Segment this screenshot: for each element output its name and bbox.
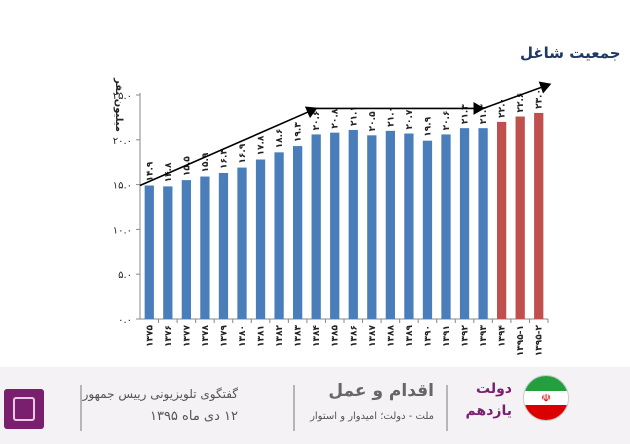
y-tick-label: ۰.۰ <box>118 315 132 326</box>
bar-value-label: ۲۲.۰ <box>498 98 508 118</box>
bar-value-label: ۱۹.۹ <box>423 116 433 136</box>
x-tick-label: ۱۳۷۹ <box>219 325 229 347</box>
x-tick-label: ۱۳۷۷ <box>182 325 192 347</box>
program-date: ۱۲ دی ماه ۱۳۹۵ <box>149 409 238 424</box>
trend-arrows <box>139 81 552 187</box>
bar-value-label: ۱۸.۶ <box>275 128 285 148</box>
x-tick-label: ۱۳۹۴ <box>498 325 508 347</box>
bar-value-label: ۲۰.۸ <box>331 108 341 128</box>
government-label-line1: دولت <box>476 381 512 397</box>
bar-value-label: ۱۵.۵ <box>182 156 192 176</box>
bar <box>348 129 358 319</box>
x-tick-label: ۱۳۹۲ <box>461 325 471 347</box>
bar <box>181 180 191 319</box>
bar-value-label: ۱۹.۳ <box>294 122 304 142</box>
bar <box>274 152 284 319</box>
presidency-logo-icon <box>4 389 44 429</box>
bar-value-label: ۲۱.۱ <box>349 106 359 126</box>
government-label-line2: یازدهم <box>465 403 512 419</box>
employment-bar-chart: جمعیت شاغل میلیون نفر ۱۴.۹۱۴.۸۱۵.۵۱۵.۹۱۶… <box>113 44 621 356</box>
y-axis-label: میلیون نفر <box>113 77 124 132</box>
slogan-title: اقدام و عمل <box>328 381 434 401</box>
bar-value-label: ۱۷.۸ <box>257 135 267 155</box>
bar-value-label: ۱۶.۹ <box>238 143 248 163</box>
bar <box>163 186 173 319</box>
x-tick-label: ۱۳۸۱ <box>257 325 267 347</box>
bar <box>478 128 488 319</box>
footer-divider <box>446 385 448 431</box>
bar-value-label: ۲۰.۶ <box>442 111 452 131</box>
bar <box>515 116 525 319</box>
bar <box>218 172 229 319</box>
bar <box>200 176 210 319</box>
bar <box>255 159 266 319</box>
bar-value-label: ۱۴.۹ <box>145 161 155 181</box>
x-tick-label: ۱۳۹۰ <box>423 325 433 347</box>
bar <box>330 132 340 319</box>
footer-bar: گفتگوی تلویزیونی رییس جمهور ۱۲ دی ماه ۱۳… <box>0 367 630 444</box>
x-tick-label: ۱۳۸۰ <box>238 325 248 347</box>
x-tick-label: ۱۳۹۵-۲ <box>535 324 545 356</box>
bars <box>144 112 544 319</box>
bar <box>367 135 377 319</box>
bar <box>293 146 303 319</box>
program-title: گفتگوی تلویزیونی رییس جمهور <box>82 387 238 401</box>
bar <box>441 134 451 319</box>
x-tick-label: ۱۳۸۶ <box>349 325 359 347</box>
y-tick-label: ۱۵.۰ <box>113 181 132 192</box>
bar <box>459 128 470 319</box>
x-tick-label: ۱۳۹۳ <box>479 325 489 347</box>
bar-value-label: ۲۰.۵ <box>368 111 378 131</box>
y-tick-label: ۲۵.۰ <box>113 91 132 102</box>
bar <box>237 167 247 319</box>
chart-title: جمعیت شاغل <box>520 44 621 62</box>
bar <box>144 185 154 319</box>
bar-value-label: ۲۳.۰ <box>535 89 545 109</box>
bar-value-label: ۲۲.۶ <box>516 93 526 113</box>
trend-arrow <box>482 81 552 110</box>
trend-arrow <box>139 106 318 187</box>
y-tick-labels: ۰.۰ ۵.۰ ۱۰.۰ ۱۵.۰ ۲۰.۰ ۲۵.۰ <box>113 91 140 326</box>
value-labels: ۱۴.۹۱۴.۸۱۵.۵۱۵.۹۱۶.۳۱۶.۹۱۷.۸۱۸.۶۱۹.۳۲۰.۶… <box>145 89 544 182</box>
footer-divider <box>80 385 82 431</box>
bar-value-label: ۱۵.۹ <box>201 152 211 172</box>
x-tick-label: ۱۳۸۸ <box>386 325 396 347</box>
bar <box>534 112 544 319</box>
y-tick-label: ۱۰.۰ <box>113 225 132 236</box>
x-tick-label: ۱۳۸۴ <box>312 325 322 347</box>
x-tick-label: ۱۳۸۲ <box>275 325 285 347</box>
bar-value-label: ۲۰.۷ <box>405 109 415 129</box>
bar <box>404 133 414 319</box>
x-tick-label: ۱۳۷۵ <box>145 325 155 347</box>
y-tick-label: ۲۰.۰ <box>113 136 132 147</box>
x-tick-label: ۱۳۷۶ <box>164 325 174 347</box>
bar <box>497 121 507 319</box>
x-tick-label: ۱۳۸۹ <box>405 325 415 347</box>
x-tick-label: ۱۳۸۵ <box>331 325 341 347</box>
x-tick-label: ۱۳۷۸ <box>201 325 211 347</box>
footer-divider <box>293 385 295 431</box>
y-tick-label: ۵.۰ <box>118 270 132 281</box>
x-tick-labels: ۱۳۷۵ ۱۳۷۶ ۱۳۷۷ ۱۳۷۸ ۱۳۷۹ ۱۳۸۰ ۱۳۸۱ ۱۳۸۲ ۱۳۸۳ ۱۳۸۴… <box>145 319 549 356</box>
x-tick-label: ۱۳۹۵-۱ <box>516 325 526 356</box>
bar-value-label: ۲۱.۳ <box>461 104 471 124</box>
iran-flag-icon: ☫ <box>523 375 569 421</box>
bar <box>422 140 433 319</box>
x-tick-label: ۱۳۸۳ <box>294 325 304 347</box>
x-tick-label: ۱۳۹۱ <box>442 325 452 347</box>
bar <box>385 130 395 319</box>
bar-value-label: ۱۶.۳ <box>219 149 229 169</box>
bar <box>311 134 321 319</box>
bar-value-label: ۲۱.۰ <box>386 107 396 127</box>
bar-value-label: ۲۰.۶ <box>312 111 322 131</box>
slogan-subtitle: ملت - دولت؛ امیدوار و استوار <box>310 411 434 422</box>
x-tick-label: ۱۳۸۷ <box>368 325 378 347</box>
